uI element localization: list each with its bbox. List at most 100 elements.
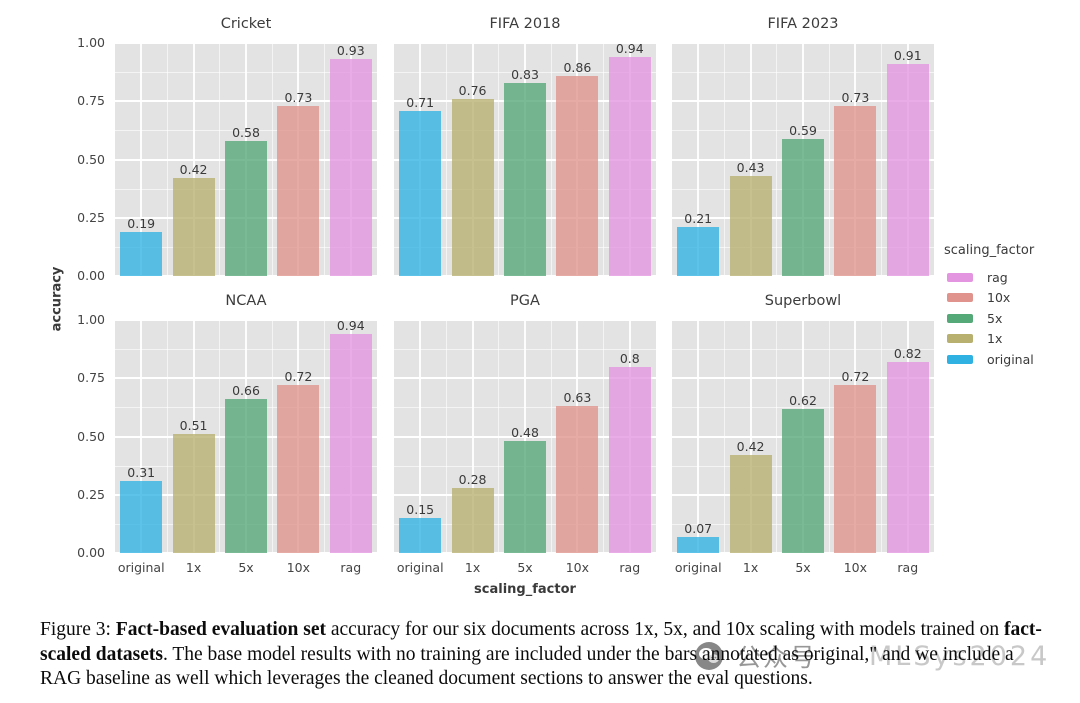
- y-tick-label: 0.25: [77, 486, 105, 502]
- panel-title-fifa-2018: FIFA 2018: [489, 16, 561, 32]
- figure-caption: Figure 3: Fact-based evaluation set accu…: [40, 618, 1048, 692]
- gridline-vertical: [697, 320, 700, 553]
- bar-value-label: 0.48: [511, 425, 539, 441]
- gridline-vertical: [166, 43, 168, 276]
- bar-value-label: 0.59: [789, 122, 817, 138]
- gridline-vertical: [419, 320, 422, 553]
- legend-swatch: [947, 313, 973, 323]
- x-tick-label: rag: [619, 560, 641, 575]
- bar-rag: [608, 366, 651, 553]
- panel-title-ncaa: NCAA: [225, 293, 267, 309]
- bar-value-label: 0.43: [736, 159, 765, 175]
- gridline-vertical: [324, 43, 326, 276]
- gridline-vertical: [603, 320, 605, 553]
- bar-value-label: 0.58: [232, 124, 260, 140]
- y-tick-label: 0.00: [77, 268, 105, 283]
- gridline-horizontal: [672, 552, 934, 554]
- gridline-vertical: [881, 43, 883, 276]
- bar-value-label: 0.31: [127, 464, 156, 480]
- bar-original: [399, 110, 442, 276]
- gridline-horizontal: [394, 275, 656, 277]
- legend-swatch: [947, 293, 973, 303]
- bar-1x: [451, 98, 494, 276]
- caption-bold-text: fact-scaled datasets: [40, 619, 1042, 665]
- bar-rag: [608, 56, 651, 276]
- legend-item-rag: rag: [944, 267, 1034, 288]
- bar-5x: [504, 82, 546, 276]
- x-axis-label: scaling_factor: [474, 582, 576, 597]
- legend-item-10x: 10x: [944, 288, 1034, 309]
- bar-value-label: 0.73: [841, 89, 870, 105]
- gridline-vertical: [524, 320, 526, 553]
- bar-value-label: 0.91: [893, 47, 922, 63]
- bar-value-label: 0.94: [336, 317, 365, 333]
- legend-swatch: [947, 272, 973, 282]
- caption-bold-text: Fact-based evaluation set: [115, 619, 326, 640]
- panel-plot: 0.15 0.28 0.48 0.63 0.8: [394, 319, 656, 554]
- bar-value-label: 0.19: [127, 215, 156, 231]
- panel-title-pga: PGA: [510, 293, 540, 309]
- bar-value-label: 0.72: [841, 369, 870, 385]
- bar-value-label: 0.62: [789, 392, 817, 408]
- gridline-horizontal: [672, 275, 934, 277]
- bar-10x: [277, 385, 320, 553]
- bar-value-label: 0.42: [179, 162, 208, 178]
- bar-10x: [556, 75, 599, 276]
- gridline-vertical: [219, 320, 221, 553]
- x-tick-label: 10x: [286, 560, 311, 575]
- y-tick-label: 0.75: [77, 370, 105, 386]
- gridline-vertical: [550, 43, 552, 276]
- x-tick-label: rag: [897, 560, 919, 575]
- panel-plot: 0.71 0.76 0.83 0.86 0.94: [394, 41, 656, 277]
- legend-title: scaling_factor: [944, 243, 1035, 258]
- panel-title-fifa-2023: FIFA 2023: [767, 16, 839, 32]
- bar-5x: [504, 441, 546, 553]
- bar-original: [120, 231, 163, 276]
- gridline-vertical: [498, 43, 500, 276]
- gridline-vertical: [166, 320, 168, 553]
- bar-value-label: 0.8: [619, 350, 640, 366]
- bar-value-label: 0.93: [336, 43, 365, 59]
- panel-title-superbowl: Superbowl: [764, 293, 842, 309]
- gridline-horizontal: [394, 552, 656, 554]
- bar-value-label: 0.83: [511, 66, 539, 82]
- legend-swatch: [947, 334, 973, 344]
- gridline-vertical: [723, 320, 725, 553]
- x-tick-label: 1x: [742, 560, 759, 575]
- gridline-vertical: [776, 43, 778, 276]
- y-tick-label: 1.00: [77, 35, 105, 50]
- y-tick-label: 0.50: [77, 428, 105, 444]
- bar-value-label: 0.15: [406, 502, 435, 518]
- x-tick-label: 1x: [185, 560, 202, 575]
- gridline-vertical: [749, 43, 752, 276]
- bar-10x: [834, 385, 877, 553]
- bar-value-label: 0.07: [684, 520, 713, 536]
- bar-1x: [729, 455, 772, 553]
- panel-plot: 0.07 0.42 0.62 0.72 0.82: [672, 319, 934, 554]
- bar-rag: [886, 361, 929, 553]
- bar-10x: [556, 406, 599, 553]
- x-tick-label: 1x: [464, 560, 481, 575]
- x-tick-label: original: [117, 560, 165, 575]
- gridline-vertical: [445, 320, 447, 553]
- panel-title-cricket: Cricket: [220, 16, 272, 32]
- bar-original: [120, 480, 163, 553]
- panel-plot: 0.21 0.43 0.59 0.73 0.91: [672, 42, 934, 277]
- gridline-vertical: [445, 43, 447, 276]
- bar-original: [677, 227, 720, 276]
- gridline-vertical: [828, 320, 830, 553]
- bar-original: [677, 536, 720, 553]
- legend-label: 1x: [987, 331, 1003, 347]
- bar-value-label: 0.76: [458, 82, 487, 98]
- gridline-vertical: [324, 320, 326, 553]
- legend: scaling_factor rag 10x 5x 1x original: [944, 243, 1034, 370]
- bar-rag: [329, 59, 372, 276]
- y-tick-label: 0.00: [77, 545, 105, 560]
- bar-rag: [886, 63, 929, 276]
- legend-label: rag: [987, 269, 1008, 285]
- bar-value-label: 0.66: [232, 383, 260, 399]
- gridline-vertical: [140, 320, 143, 553]
- gridline-vertical: [550, 320, 552, 553]
- gridline-vertical: [749, 320, 752, 553]
